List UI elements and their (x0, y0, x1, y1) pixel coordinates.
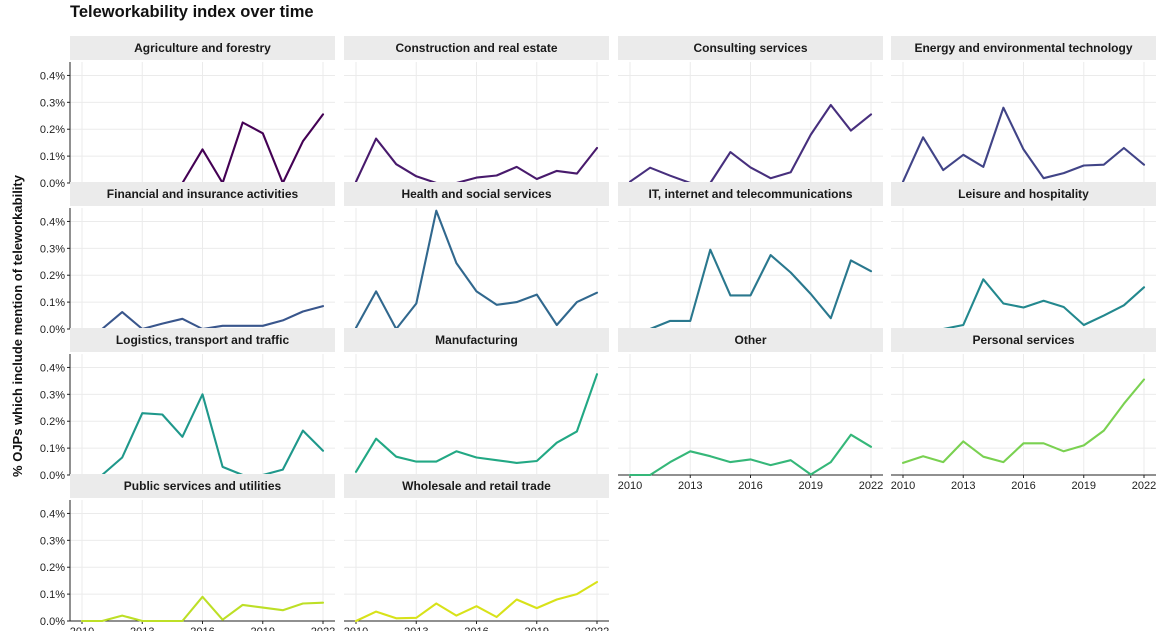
series-line-construction-and-real-estate (354, 137, 599, 185)
y-tick-label: 0.3% (40, 389, 65, 401)
series-line-wholesale-and-retail-trade (354, 580, 599, 623)
y-tick-label: 0.2% (40, 562, 65, 574)
facet-strip (891, 328, 1156, 352)
x-tick-label: 2016 (464, 626, 488, 631)
x-tick-label: 2019 (525, 626, 549, 631)
x-tick-label: 2013 (404, 626, 428, 631)
x-tick-label: 2010 (891, 480, 915, 492)
y-tick-label: 0.0% (40, 470, 65, 482)
y-tick-label: 0.3% (40, 243, 65, 255)
facet-title: Construction and real estate (395, 41, 557, 55)
x-tick-label: 2022 (311, 626, 335, 631)
x-tick-label: 2010 (618, 480, 642, 492)
facet-title: Energy and environmental technology (914, 41, 1132, 55)
facet-title: Leisure and hospitality (958, 187, 1089, 201)
series-line-other (628, 433, 873, 477)
y-tick-label: 0.1% (40, 297, 65, 309)
x-tick-label: 2013 (130, 626, 154, 631)
y-tick-label: 0.4% (40, 508, 65, 520)
facet-strip (70, 328, 335, 352)
x-tick-label: 2013 (951, 480, 975, 492)
y-tick-label: 0.2% (40, 270, 65, 282)
facet-title: Agriculture and forestry (134, 41, 271, 55)
facet-strip (891, 182, 1156, 206)
y-tick-label: 0.3% (40, 535, 65, 547)
y-tick-label: 0.0% (40, 324, 65, 336)
x-tick-label: 2013 (678, 480, 702, 492)
x-tick-label: 2019 (251, 626, 275, 631)
x-tick-label: 2022 (1132, 480, 1156, 492)
y-tick-label: 0.1% (40, 151, 65, 163)
y-tick-label: 0.4% (40, 70, 65, 82)
facet-strip (891, 36, 1156, 60)
y-tick-label: 0.0% (40, 178, 65, 190)
facet-strip (70, 182, 335, 206)
series-line-energy-and-environmental-technology (901, 106, 1146, 183)
y-tick-label: 0.0% (40, 616, 65, 628)
x-tick-label: 2010 (344, 626, 368, 631)
x-tick-label: 2022 (859, 480, 883, 492)
y-tick-label: 0.3% (40, 97, 65, 109)
series-line-public-services-and-utilities (80, 595, 325, 623)
x-tick-label: 2022 (585, 626, 609, 631)
x-tick-label: 2016 (738, 480, 762, 492)
facet-strip (618, 36, 883, 60)
facet-strip (70, 474, 335, 498)
facet-title: Logistics, transport and traffic (116, 333, 290, 347)
y-tick-label: 0.2% (40, 124, 65, 136)
facet-title: Financial and insurance activities (107, 187, 299, 201)
facet-strip (344, 36, 609, 60)
facet-strip (618, 182, 883, 206)
x-tick-label: 2010 (70, 626, 94, 631)
series-line-it-internet-and-telecommunications (628, 248, 873, 331)
x-tick-label: 2016 (190, 626, 214, 631)
y-tick-label: 0.1% (40, 443, 65, 455)
y-tick-label: 0.4% (40, 216, 65, 228)
facet-title: Other (734, 333, 766, 347)
facet-title: Health and social services (401, 187, 551, 201)
series-line-manufacturing (354, 373, 599, 473)
y-tick-label: 0.4% (40, 362, 65, 374)
y-tick-label: 0.1% (40, 589, 65, 601)
facet-strip (70, 36, 335, 60)
facet-title: Manufacturing (435, 333, 518, 347)
x-tick-label: 2016 (1011, 480, 1035, 492)
y-tick-label: 0.2% (40, 416, 65, 428)
facet-title: Personal services (972, 333, 1074, 347)
x-tick-label: 2019 (1072, 480, 1096, 492)
series-line-consulting-services (628, 103, 873, 185)
facet-title: Public services and utilities (124, 479, 282, 493)
facet-strip (344, 328, 609, 352)
facet-title: Wholesale and retail trade (402, 479, 551, 493)
series-line-logistics-transport-and-traffic (80, 393, 325, 477)
facet-strip (344, 474, 609, 498)
facet-strip (344, 182, 609, 206)
facet-title: IT, internet and telecommunications (648, 187, 852, 201)
series-line-personal-services (901, 378, 1146, 464)
y-axis-title: % OJPs which include mention of telework… (10, 174, 25, 477)
facet-title: Consulting services (693, 41, 807, 55)
chart-title: Teleworkability index over time (70, 3, 314, 21)
x-tick-label: 2019 (799, 480, 823, 492)
facet-strip (618, 328, 883, 352)
